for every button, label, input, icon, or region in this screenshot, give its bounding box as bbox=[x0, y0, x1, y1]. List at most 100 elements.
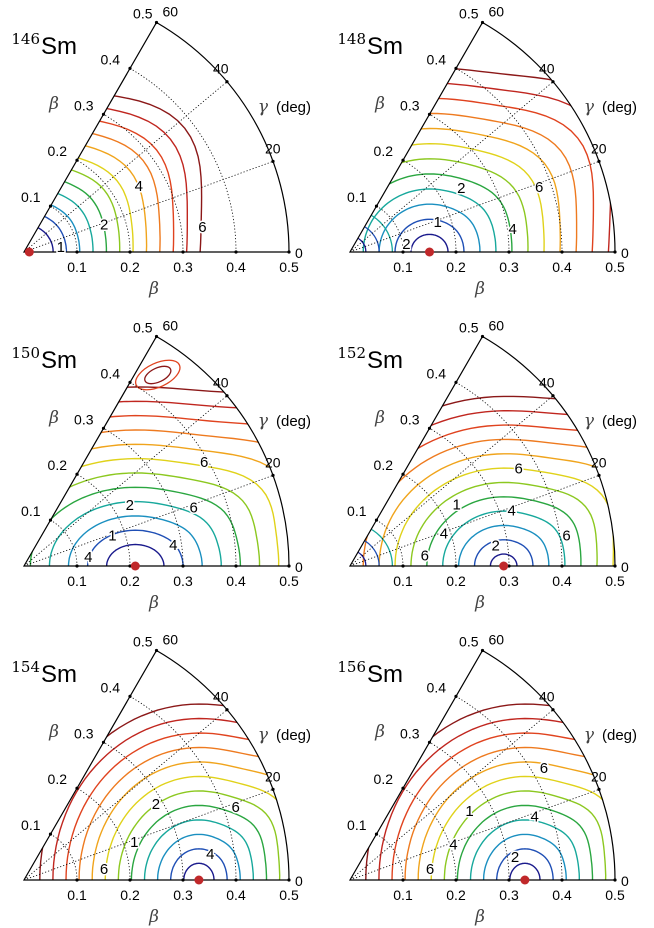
beta-tick-label-diagonal: 0.4 bbox=[101, 51, 121, 67]
beta-tick-dot bbox=[454, 694, 458, 698]
contour-level-8 bbox=[24, 135, 148, 252]
gamma-unit-label: (deg) bbox=[276, 413, 311, 430]
nucleus-mass-number: 154 bbox=[11, 658, 40, 676]
gamma-grid-ray bbox=[349, 81, 554, 253]
contour-level-9 bbox=[24, 429, 289, 566]
beta-tick-dot bbox=[287, 564, 291, 568]
gamma-tick-label: 0 bbox=[295, 559, 303, 575]
contour-lines bbox=[24, 84, 203, 252]
beta-tick-label-diagonal: 0.5 bbox=[133, 634, 153, 650]
beta-axis-title-diagonal: β bbox=[374, 408, 385, 428]
gamma-tick-dot bbox=[271, 473, 275, 477]
contour-value-label: 4 bbox=[206, 846, 214, 863]
beta-tick-dot bbox=[507, 250, 511, 254]
gamma-tick-label: 0 bbox=[621, 559, 629, 575]
contour-level-1 bbox=[183, 862, 215, 880]
nucleus-symbol: Sm bbox=[367, 661, 403, 688]
beta-tick-dot bbox=[287, 250, 291, 254]
contour-value-label: 1 bbox=[108, 528, 116, 545]
contour-level-4 bbox=[143, 819, 255, 880]
beta-tick-label-diagonal: 0.4 bbox=[427, 51, 447, 67]
gamma-grid-ray bbox=[349, 395, 554, 567]
contour-value-label: 4 bbox=[530, 808, 538, 825]
beta-tick-dot bbox=[101, 426, 106, 430]
beta-tick-dot bbox=[75, 564, 79, 568]
beta-tick-label-diagonal: 0.1 bbox=[21, 189, 41, 205]
gamma-tick-dot bbox=[551, 708, 555, 712]
contour-level-5 bbox=[29, 486, 242, 566]
energy-minimum-marker bbox=[24, 247, 34, 257]
beta-tick-label-diagonal: 0.4 bbox=[427, 679, 447, 695]
gamma-tick-dot bbox=[551, 394, 555, 398]
beta-tick-dot bbox=[128, 694, 132, 698]
beta-tick-dot bbox=[454, 380, 458, 384]
contour-value-label: 2 bbox=[402, 236, 410, 253]
beta-tick-dot bbox=[560, 564, 564, 568]
nucleus-mass-number: 148 bbox=[337, 30, 366, 48]
contour-level-7 bbox=[24, 147, 134, 252]
wedge-frame bbox=[22, 649, 290, 881]
beta-tick-dot bbox=[154, 334, 159, 339]
contour-lines bbox=[24, 359, 289, 566]
gamma-tick-label: 40 bbox=[539, 61, 555, 77]
cap-contour bbox=[144, 365, 172, 385]
beta-tick-dot bbox=[480, 20, 485, 25]
beta-grid-arc bbox=[402, 159, 457, 253]
beta-tick-label: 0.4 bbox=[226, 887, 246, 903]
beta-tick-label: 0.4 bbox=[552, 259, 572, 275]
contour-level-3 bbox=[482, 833, 567, 880]
contour-value-label: 6 bbox=[426, 861, 434, 878]
contour-level-10 bbox=[65, 732, 289, 880]
beta-tick-dot bbox=[454, 250, 458, 254]
contour-level-2 bbox=[169, 848, 228, 880]
beta-tick-label: 0.2 bbox=[446, 259, 466, 275]
gamma-tick-label: 20 bbox=[591, 768, 607, 784]
beta-tick-label: 0.1 bbox=[393, 887, 413, 903]
gamma-tick-label: 60 bbox=[163, 318, 179, 334]
contour-level-3 bbox=[457, 524, 550, 566]
energy-minimum-marker bbox=[194, 875, 204, 885]
contour-value-label: 6 bbox=[198, 219, 206, 236]
beta-tick-label: 0.2 bbox=[446, 887, 466, 903]
beta-tick-label: 0.1 bbox=[67, 573, 87, 589]
gamma-grid-ray bbox=[23, 475, 274, 567]
nucleus-symbol: Sm bbox=[41, 347, 77, 374]
wedge-frame bbox=[348, 21, 616, 253]
cap-contour bbox=[135, 359, 181, 391]
beta-axis-title: β bbox=[474, 279, 485, 299]
gamma-tick-label: 20 bbox=[591, 140, 607, 156]
beta-tick-label: 0.3 bbox=[499, 887, 519, 903]
beta-tick-dot bbox=[234, 564, 238, 568]
gamma-grid-ray bbox=[23, 161, 274, 253]
beta-grid-arc bbox=[76, 787, 131, 881]
gamma-axis-title: γ bbox=[584, 725, 595, 745]
beta-tick-dot bbox=[560, 250, 564, 254]
gamma-tick-label: 20 bbox=[265, 768, 281, 784]
beta-tick-label-diagonal: 0.1 bbox=[347, 817, 367, 833]
gamma-axis-title: γ bbox=[584, 97, 595, 117]
contour-level-8 bbox=[417, 761, 615, 880]
energy-minimum-marker bbox=[499, 561, 509, 571]
beta-axis-title-diagonal: β bbox=[48, 408, 59, 428]
wedge-frame bbox=[22, 335, 290, 567]
gamma-tick-label: 60 bbox=[163, 632, 179, 648]
nucleus-mass-number: 150 bbox=[11, 344, 40, 362]
beta-tick-label-diagonal: 0.1 bbox=[347, 189, 367, 205]
contour-level-9 bbox=[78, 746, 289, 880]
contour-level-3 bbox=[156, 833, 241, 880]
contour-level-3 bbox=[67, 515, 203, 566]
beta-tick-dot bbox=[128, 380, 132, 384]
beta-tick-dot bbox=[234, 250, 238, 254]
contour-level-4 bbox=[442, 510, 566, 566]
contour-value-label: 6 bbox=[535, 179, 543, 196]
wedge-frame bbox=[348, 649, 616, 881]
beta-tick-dot bbox=[427, 740, 432, 744]
beta-tick-dot bbox=[613, 564, 617, 568]
beta-axis-title: β bbox=[474, 907, 485, 927]
gamma-tick-label: 0 bbox=[295, 245, 303, 261]
beta-axis-title-diagonal: β bbox=[48, 722, 59, 742]
beta-tick-label: 0.2 bbox=[446, 573, 466, 589]
contour-value-label: 4 bbox=[507, 502, 515, 519]
contour-value-label: 6 bbox=[189, 500, 197, 517]
contour-level-8 bbox=[24, 443, 289, 566]
